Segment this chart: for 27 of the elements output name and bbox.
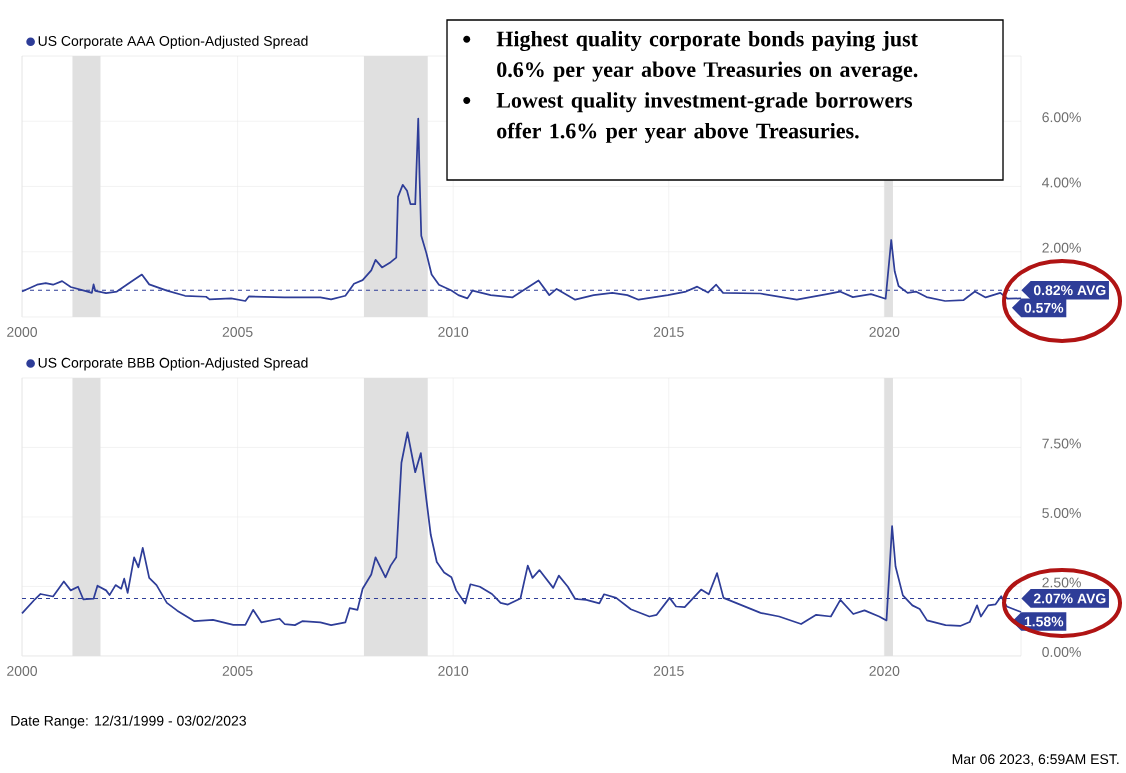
annotation: 0.57%: [1024, 302, 1064, 313]
x-tick-label: 2005: [222, 666, 253, 676]
x-tick-label: 2015: [653, 327, 684, 337]
ref-line-label: 0.82% AVG: [1033, 285, 1106, 296]
text: Date Range: 12/31/1999 - 03/02/2023: [11, 715, 246, 729]
annotation: 1.58%: [1024, 616, 1064, 627]
annotation: Highest quality corporate bonds paying just 0.6% per year above Treasuries on average.: [496, 30, 918, 82]
y-tick-label: 4.00%: [1042, 177, 1081, 188]
y-tick-label: 2.50%: [1042, 577, 1081, 588]
text: Mar 06 2023, 6:59AM EST.: [952, 754, 1119, 766]
y-tick-label: 7.50%: [1042, 438, 1081, 449]
x-tick-label: 2010: [438, 666, 469, 676]
legend-label: US Corporate AAA Option-Adjusted Spread: [38, 35, 308, 49]
y-tick-label: 5.00%: [1042, 508, 1081, 518]
x-tick-label: 2015: [653, 666, 684, 676]
x-tick-label: 2000: [7, 666, 38, 676]
y-tick-label: 6.00%: [1042, 112, 1081, 123]
annotation: Lowest quality investment-grade borrowers offer 1.6% per year above Treasuries.: [496, 92, 913, 143]
x-tick-label: 2020: [869, 666, 900, 676]
y-tick-label: 0.00%: [1042, 647, 1081, 657]
x-tick-label: 2005: [222, 327, 253, 337]
ref-line-label: 2.07% AVG: [1033, 593, 1106, 604]
legend-label: US Corporate BBB Option-Adjusted Spread: [38, 357, 308, 371]
x-tick-label: 2000: [7, 327, 38, 337]
y-tick-label: 2.00%: [1042, 242, 1081, 253]
x-tick-label: 2010: [438, 327, 469, 337]
x-tick-label: 2020: [869, 327, 900, 337]
